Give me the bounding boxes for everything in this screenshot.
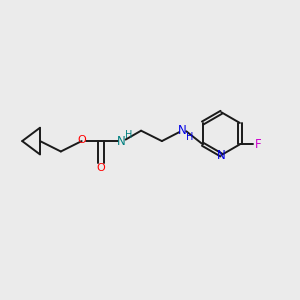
- Text: H: H: [185, 132, 193, 142]
- Text: N: N: [217, 148, 226, 162]
- Text: F: F: [255, 138, 262, 151]
- Text: N: N: [117, 135, 125, 148]
- Text: O: O: [77, 136, 86, 146]
- Text: N: N: [178, 124, 187, 137]
- Text: O: O: [97, 164, 105, 173]
- Text: H: H: [124, 130, 132, 140]
